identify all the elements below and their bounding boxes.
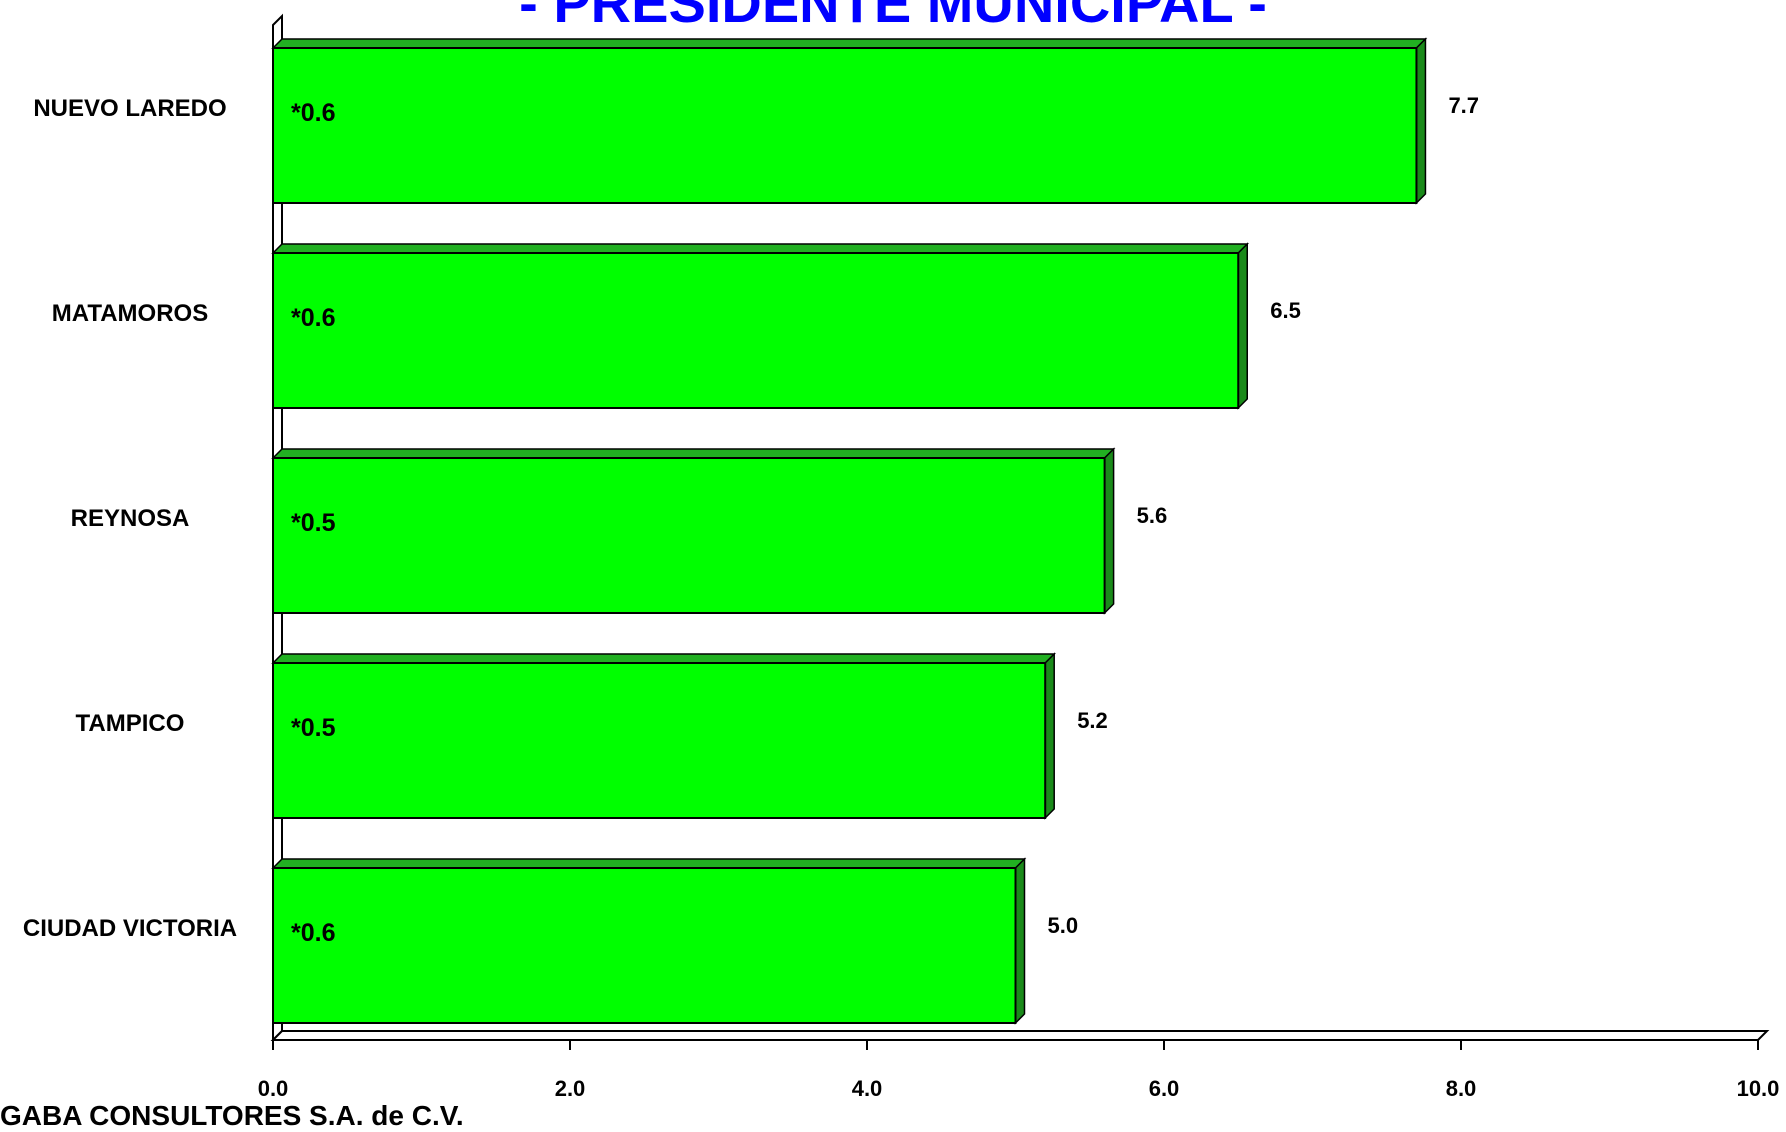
bar — [272, 867, 1017, 1024]
bar-side-face — [1415, 37, 1427, 205]
category-label: NUEVO LAREDO — [33, 95, 226, 122]
bar-annotation: *0.6 — [291, 919, 335, 947]
bar-annotation: *0.6 — [291, 99, 335, 127]
bar-annotation: *0.5 — [291, 509, 336, 537]
value-label: 5.6 — [1137, 503, 1168, 528]
x-tick-label: 10.0 — [1737, 1076, 1780, 1101]
bar-top-face — [271, 653, 1057, 664]
bar-side-face — [1044, 652, 1055, 820]
bar-top-face — [271, 858, 1027, 869]
bars — [271, 37, 1428, 1025]
bar — [272, 252, 1240, 409]
bar-top-face — [271, 448, 1116, 459]
bar-annotation: *0.5 — [291, 714, 336, 742]
bar — [272, 457, 1106, 614]
bar-side-face — [1237, 242, 1248, 410]
x-tick-label: 6.0 — [1149, 1076, 1180, 1101]
value-label: 5.2 — [1077, 708, 1108, 733]
x-tick-label: 8.0 — [1446, 1076, 1477, 1101]
bar — [272, 47, 1418, 204]
footer-credit: GABA CONSULTORES S.A. de C.V. — [0, 1100, 464, 1131]
x-tick-label: 0.0 — [258, 1076, 289, 1101]
bar-side-face — [1103, 447, 1115, 615]
category-label: TAMPICO — [76, 710, 185, 737]
labels: NUEVO LAREDO *0.6 7.7 MATAMOROS *0.6 6.5 REYNO… — [23, 93, 1479, 947]
category-label: CIUDAD VICTORIA — [23, 915, 237, 942]
category-label: MATAMOROS — [52, 300, 208, 327]
value-label: 6.5 — [1270, 298, 1301, 323]
category-label: REYNOSA — [71, 505, 190, 532]
bar-side-face — [1014, 857, 1026, 1025]
bar — [272, 662, 1047, 819]
value-label: 7.7 — [1448, 93, 1479, 118]
x-tick-label: 4.0 — [852, 1076, 883, 1101]
bar-top-face — [271, 243, 1250, 254]
bar-annotation: *0.6 — [291, 304, 335, 332]
chart-title: - PRESIDENTE MUNICIPAL - — [519, 0, 1267, 34]
x-tick-label: 2.0 — [555, 1076, 586, 1101]
floor-plane — [270, 1030, 1770, 1041]
bar-top-face — [271, 38, 1428, 49]
value-label: 5.0 — [1048, 913, 1079, 938]
